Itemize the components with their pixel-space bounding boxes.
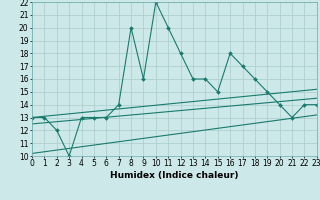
X-axis label: Humidex (Indice chaleur): Humidex (Indice chaleur)	[110, 171, 239, 180]
